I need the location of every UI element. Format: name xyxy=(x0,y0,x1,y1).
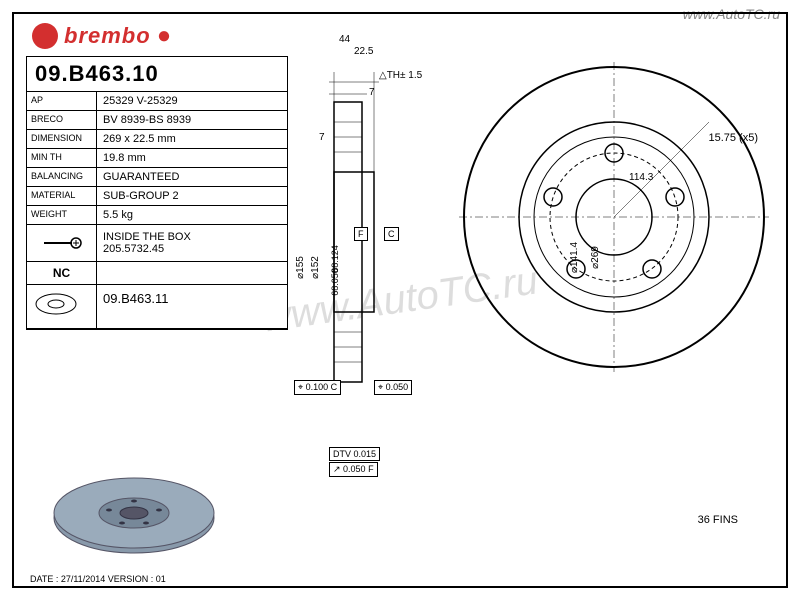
front-view-drawing xyxy=(459,62,769,372)
part-number: 09.B463.10 xyxy=(27,57,287,92)
spec-table: 09.B463.10 AP25329 V-25329 BRECOBV 8939-… xyxy=(26,56,288,330)
spec-row: MIN TH19.8 mm xyxy=(27,149,287,168)
box-contents-row: INSIDE THE BOX 205.5732.45 xyxy=(27,225,287,262)
logo-dot-icon: ● xyxy=(157,22,172,50)
spec-value: 269 x 22.5 mm xyxy=(97,130,287,148)
technical-drawing: 44 22.5 △TH± 1.5 7 7 ⌀155 ⌀152 68.124 68… xyxy=(299,32,768,556)
dim-thickness: 22.5 xyxy=(354,46,373,57)
bolt-spec: 15.75 (x5) xyxy=(708,132,758,144)
coated-icon xyxy=(27,285,97,328)
spec-row: DIMENSION269 x 22.5 mm xyxy=(27,130,287,149)
spec-value: BV 8939-BS 8939 xyxy=(97,111,287,129)
spec-value: 19.8 mm xyxy=(97,149,287,167)
dim-center-dia: ⌀141.4 xyxy=(569,242,580,273)
tol-1: ⌖ 0.100 C xyxy=(294,380,341,395)
brembo-logo: brembo ● xyxy=(32,22,171,50)
spec-value: SUB-GROUP 2 xyxy=(97,187,287,205)
logo-circle-icon xyxy=(32,23,58,49)
spec-row: BRECOBV 8939-BS 8939 xyxy=(27,111,287,130)
alt-part-row: 09.B463.11 xyxy=(27,285,287,329)
footer-date: DATE : 27/11/2014 VERSION : 01 xyxy=(28,572,168,586)
dim-dia2: ⌀152 xyxy=(310,256,321,279)
dim-outer-dia: ⌀269 xyxy=(590,246,601,269)
logo-text: brembo xyxy=(64,23,151,49)
spec-label: BRECO xyxy=(27,111,97,129)
box-contents-value: 205.5732.45 xyxy=(103,243,281,255)
datum-f: F xyxy=(354,227,368,241)
drawing-frame: brembo ● 09.B463.10 AP25329 V-25329 BREC… xyxy=(12,12,788,588)
tol-2: ⌖ 0.050 xyxy=(374,380,412,395)
datum-c: C xyxy=(384,227,399,241)
nc-empty xyxy=(97,262,287,284)
dim-dia4: 68.050 xyxy=(330,268,340,296)
box-contents-text: INSIDE THE BOX 205.5732.45 xyxy=(97,225,287,261)
spec-row: BALANCINGGUARANTEED xyxy=(27,168,287,187)
nc-label: NC xyxy=(27,262,97,284)
spec-row: MATERIALSUB-GROUP 2 xyxy=(27,187,287,206)
spec-value: 25329 V-25329 xyxy=(97,92,287,110)
dim-bolt-circle: 114.3 xyxy=(629,172,653,183)
spec-label: MIN TH xyxy=(27,149,97,167)
dim-offset1: 7 xyxy=(369,87,375,98)
spec-label: DIMENSION xyxy=(27,130,97,148)
spec-label: WEIGHT xyxy=(27,206,97,224)
spec-row: WEIGHT5.5 kg xyxy=(27,206,287,225)
dim-offset2: 7 xyxy=(319,132,325,143)
screw-icon xyxy=(27,225,97,261)
spec-label: BALANCING xyxy=(27,168,97,186)
side-view-drawing xyxy=(299,52,409,432)
dim-dia1: ⌀155 xyxy=(295,256,306,279)
spec-value: GUARANTEED xyxy=(97,168,287,186)
box-contents-label: INSIDE THE BOX xyxy=(103,231,281,243)
alt-part-number: 09.B463.11 xyxy=(97,285,287,328)
spec-value: 5.5 kg xyxy=(97,206,287,224)
runout: ↗ 0.050 F xyxy=(329,462,378,477)
spec-row: AP25329 V-25329 xyxy=(27,92,287,111)
nc-row: NC xyxy=(27,262,287,285)
dim-width: 44 xyxy=(339,34,350,45)
dtv: DTV 0.015 xyxy=(329,447,380,461)
spec-label: AP xyxy=(27,92,97,110)
spec-label: MATERIAL xyxy=(27,187,97,205)
rotor-image xyxy=(44,468,224,568)
fins-label: 36 FINS xyxy=(698,514,738,526)
dim-th-tol: △TH± 1.5 xyxy=(379,70,422,81)
